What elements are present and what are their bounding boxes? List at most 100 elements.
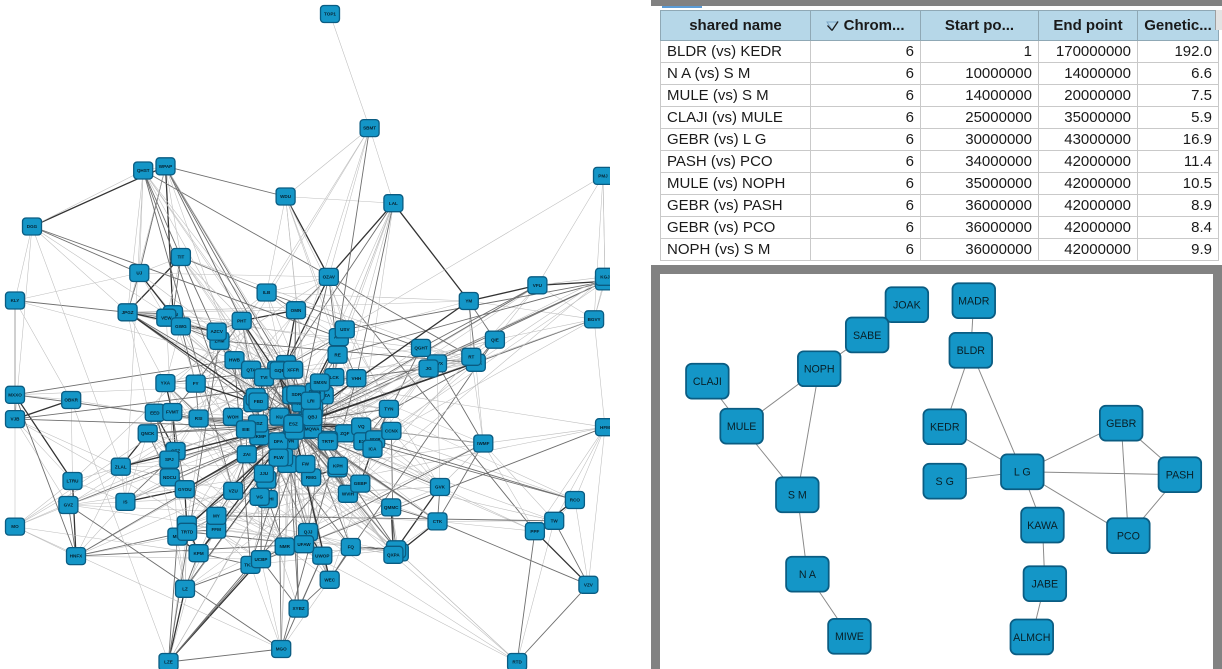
svg-text:YXA: YXA: [161, 381, 171, 386]
svg-text:NDCU: NDCU: [163, 475, 177, 480]
svg-text:S G: S G: [936, 476, 954, 488]
svg-text:PCO: PCO: [1117, 531, 1140, 543]
svg-text:PMJ: PMJ: [598, 174, 608, 179]
svg-text:FBD: FBD: [254, 399, 264, 404]
svg-text:ESZ: ESZ: [289, 422, 298, 427]
svg-text:JG: JG: [426, 366, 433, 371]
svg-text:RTD: RTD: [512, 660, 522, 665]
svg-text:KGJ: KGJ: [600, 274, 610, 279]
svg-text:GYOU: GYOU: [178, 487, 192, 492]
svg-text:QJJ: QJJ: [304, 530, 313, 535]
svg-text:QMMC: QMMC: [384, 505, 399, 510]
svg-text:OZAV: OZAV: [323, 275, 336, 280]
svg-text:ALMCH: ALMCH: [1013, 632, 1050, 644]
svg-text:GEBP: GEBP: [354, 481, 367, 486]
svg-text:JJU: JJU: [260, 471, 269, 476]
svg-text:TYN: TYN: [384, 407, 394, 412]
svg-text:BLDR: BLDR: [957, 345, 986, 357]
svg-text:ZLAL: ZLAL: [115, 464, 127, 469]
svg-text:HNFX: HNFX: [70, 554, 83, 559]
svg-text:NMR: NMR: [279, 544, 290, 549]
svg-text:KLY: KLY: [11, 298, 20, 303]
svg-text:MIWE: MIWE: [835, 631, 864, 643]
svg-text:OMN: OMN: [291, 308, 302, 313]
svg-text:MADR: MADR: [958, 296, 990, 308]
svg-text:YM: YM: [465, 299, 472, 304]
svg-text:KAWA: KAWA: [1027, 520, 1058, 532]
svg-text:S M: S M: [788, 490, 807, 502]
svg-text:LTRU: LTRU: [67, 479, 80, 484]
svg-text:LRI: LRI: [307, 398, 314, 403]
svg-text:KU: KU: [276, 414, 283, 419]
svg-text:HFM: HFM: [600, 425, 610, 430]
svg-text:CCNX: CCNX: [385, 429, 399, 434]
svg-text:VEW: VEW: [161, 315, 172, 320]
svg-text:QBJ: QBJ: [308, 415, 318, 420]
svg-text:GEBR: GEBR: [1106, 418, 1136, 430]
svg-text:VJB: VJB: [11, 417, 21, 422]
svg-text:VZU: VZU: [229, 489, 239, 494]
svg-text:PHT: PHT: [237, 318, 246, 323]
svg-text:SDR: SDR: [291, 392, 301, 397]
svg-text:ICA: ICA: [369, 446, 378, 451]
svg-text:XFFR: XFFR: [287, 367, 300, 372]
svg-text:TW: TW: [551, 518, 559, 523]
svg-text:ZAI: ZAI: [243, 452, 250, 457]
svg-text:VQ: VQ: [358, 424, 365, 429]
svg-text:OBKR: OBKR: [64, 398, 78, 403]
svg-text:WPAP: WPAP: [159, 164, 172, 169]
svg-text:TIT: TIT: [177, 255, 184, 260]
svg-text:EIE: EIE: [242, 427, 249, 432]
svg-text:TVI: TVI: [260, 375, 267, 380]
svg-text:BGVY: BGVY: [588, 317, 601, 322]
svg-text:JABE: JABE: [1032, 579, 1059, 591]
svg-text:JOAK: JOAK: [893, 300, 921, 312]
svg-text:RT: RT: [468, 354, 474, 359]
svg-text:AZCV: AZCV: [210, 329, 223, 334]
svg-text:TOP1: TOP1: [324, 12, 336, 17]
svg-text:GVZ: GVZ: [64, 503, 74, 508]
svg-text:NOPH: NOPH: [804, 364, 835, 376]
svg-text:N A: N A: [799, 569, 817, 581]
svg-text:LZE: LZE: [164, 660, 173, 665]
svg-text:MULE: MULE: [727, 421, 757, 433]
svg-text:SBMT: SBMT: [363, 126, 376, 131]
svg-text:VFU: VFU: [533, 283, 543, 288]
svg-text:LAL: LAL: [389, 201, 398, 206]
svg-text:VG: VG: [256, 494, 263, 499]
svg-text:KEDR: KEDR: [930, 422, 960, 434]
svg-text:TRTP: TRTP: [322, 439, 334, 444]
svg-text:XYBZ: XYBZ: [292, 606, 304, 611]
svg-text:L G: L G: [1014, 467, 1031, 479]
svg-text:UFAW: UFAW: [297, 542, 311, 547]
svg-text:FW: FW: [302, 462, 310, 467]
svg-text:GVK: GVK: [435, 485, 446, 490]
svg-text:IWMF: IWMF: [477, 441, 489, 446]
svg-text:SABE: SABE: [853, 330, 881, 342]
svg-text:MQWA: MQWA: [305, 427, 320, 432]
svg-text:SPJ: SPJ: [165, 457, 174, 462]
svg-text:MY: MY: [213, 513, 220, 518]
svg-text:WEC: WEC: [324, 577, 335, 582]
svg-text:LZ: LZ: [182, 586, 188, 591]
svg-text:QHST: QHST: [137, 168, 150, 173]
svg-text:UCBP: UCBP: [254, 557, 267, 562]
svg-text:MO: MO: [11, 524, 19, 529]
svg-text:FY: FY: [193, 381, 199, 386]
svg-text:QGHT: QGHT: [414, 346, 427, 351]
svg-text:FVMT: FVMT: [166, 410, 179, 415]
svg-text:GWG: GWG: [175, 324, 187, 329]
svg-text:TRTD: TRTD: [181, 529, 194, 534]
svg-text:PASH: PASH: [1166, 470, 1194, 482]
svg-text:MXXO: MXXO: [8, 392, 22, 397]
svg-text:WDU: WDU: [280, 194, 292, 199]
svg-text:WOH: WOH: [227, 414, 239, 419]
svg-text:IS: IS: [123, 500, 127, 505]
svg-text:RE: RE: [334, 352, 340, 357]
svg-text:ILB: ILB: [263, 290, 271, 295]
svg-text:QIE: QIE: [491, 337, 499, 342]
svg-text:PLW: PLW: [274, 455, 285, 460]
svg-text:QXPA: QXPA: [387, 552, 400, 557]
svg-text:VZV: VZV: [584, 582, 594, 587]
svg-text:LCK: LCK: [330, 375, 340, 380]
